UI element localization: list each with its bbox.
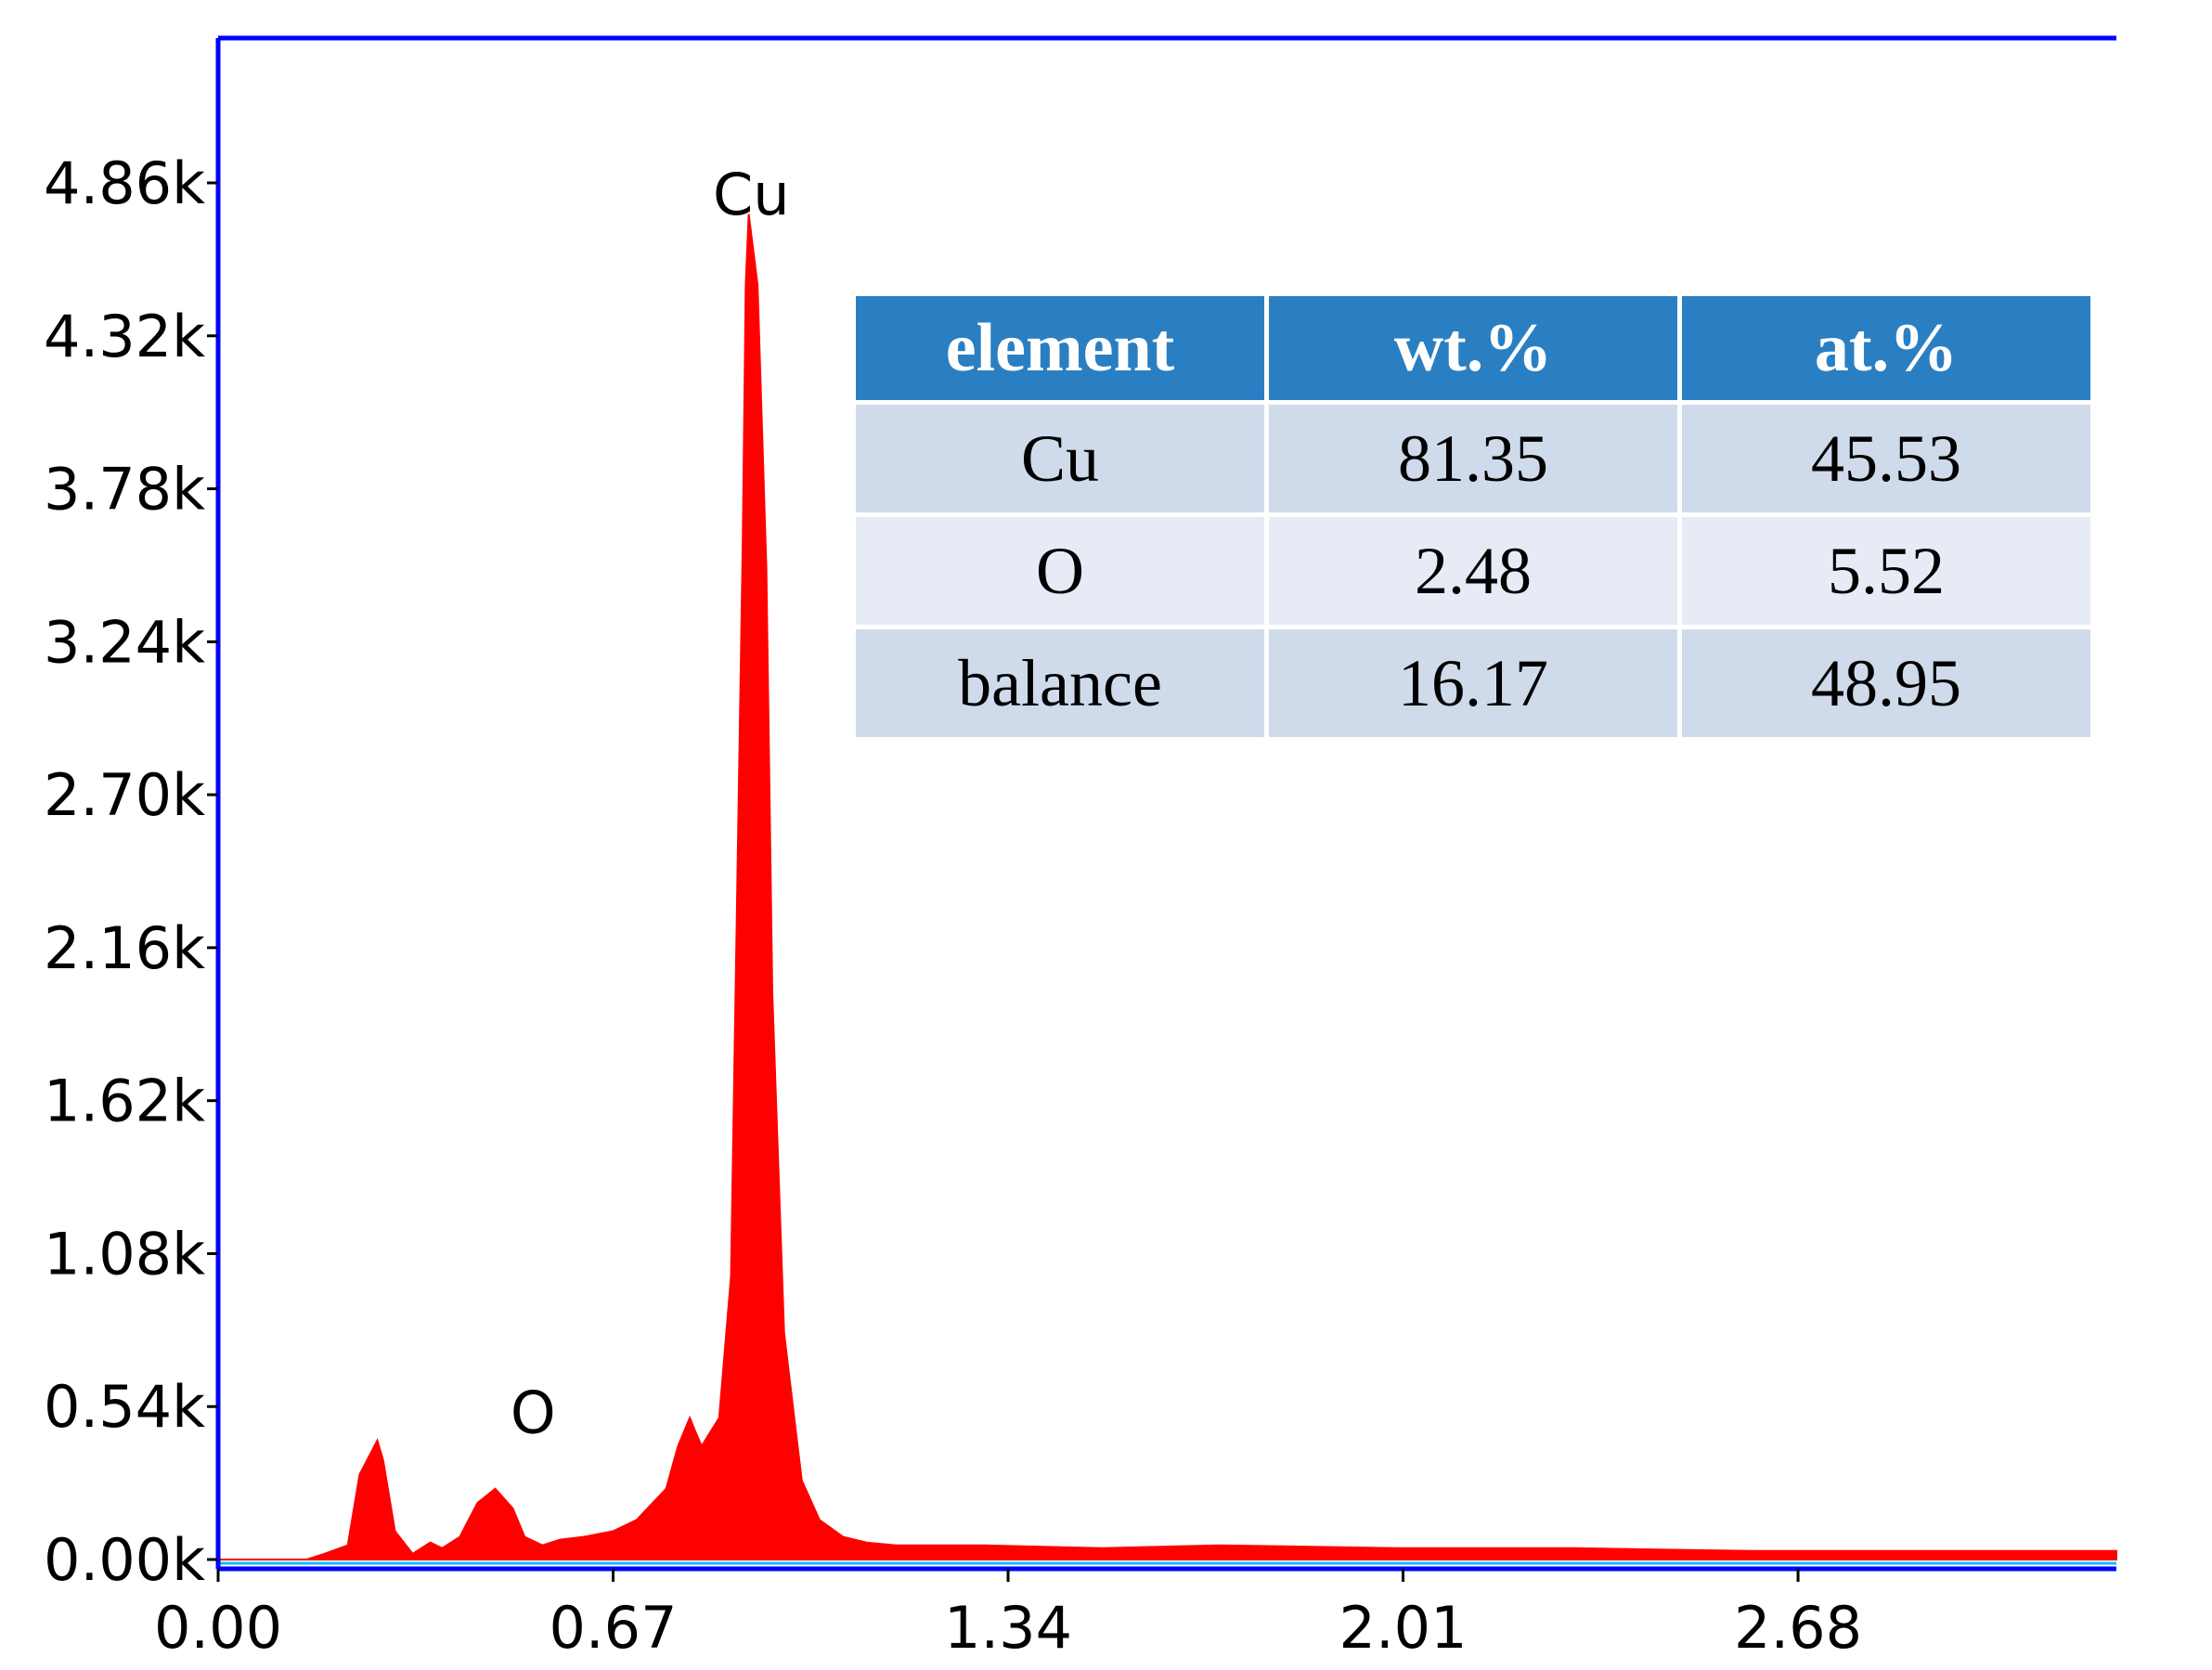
table-cell-at: 48.95 xyxy=(1682,629,2090,737)
y-tick-label: 1.62k xyxy=(44,1068,205,1135)
spectrum-series-layer xyxy=(218,214,2117,1565)
composition-table: element wt.% at.% Cu 81.35 45.53 O 2.48 … xyxy=(851,291,2095,742)
table-cell-wt: 81.35 xyxy=(1269,405,1677,512)
table-row: balance 16.17 48.95 xyxy=(856,629,2090,737)
table-row: O 2.48 5.52 xyxy=(856,517,2090,625)
tick-layer: 0.00k 0.54k 1.08k 1.62k 2.16k 2.70k 3.24k 3.78k… xyxy=(44,149,1862,1662)
table-cell-wt: 2.48 xyxy=(1269,517,1677,625)
table-row: Cu 81.35 45.53 xyxy=(856,405,2090,512)
peak-label-cu: Cu xyxy=(713,161,790,228)
spectrum-series-0 xyxy=(218,214,2117,1560)
table-cell-wt: 16.17 xyxy=(1269,629,1677,737)
y-tick-label: 2.16k xyxy=(44,914,205,982)
annotation-layer: Cu O xyxy=(511,161,790,1446)
x-tick-label: 1.34 xyxy=(944,1594,1072,1662)
table-cell-element: O xyxy=(856,517,1264,625)
table-cell-element: Cu xyxy=(856,405,1264,512)
y-tick-label: 3.24k xyxy=(44,608,205,676)
table-header-row: element wt.% at.% xyxy=(856,296,2090,400)
x-tick-label: 2.01 xyxy=(1339,1594,1468,1662)
axis-layer xyxy=(215,35,2116,1572)
y-tick-label: 3.78k xyxy=(44,456,205,524)
y-tick-label: 1.08k xyxy=(44,1220,205,1288)
x-tick-label: 0.00 xyxy=(154,1594,282,1662)
y-tick-label: 0.54k xyxy=(44,1373,205,1441)
table-cell-at: 45.53 xyxy=(1682,405,2090,512)
column-header-element: element xyxy=(856,296,1264,400)
table-cell-element: balance xyxy=(856,629,1264,737)
table-cell-at: 5.52 xyxy=(1682,517,2090,625)
y-tick-label: 0.00k xyxy=(44,1526,205,1594)
x-tick-label: 0.67 xyxy=(549,1594,677,1662)
column-header-at: at.% xyxy=(1682,296,2090,400)
column-header-wt: wt.% xyxy=(1269,296,1677,400)
y-tick-label: 2.70k xyxy=(44,761,205,829)
y-tick-label: 4.32k xyxy=(44,303,205,370)
y-tick-label: 4.86k xyxy=(44,149,205,217)
peak-label-o: O xyxy=(511,1379,556,1446)
x-tick-label: 2.68 xyxy=(1734,1594,1862,1662)
